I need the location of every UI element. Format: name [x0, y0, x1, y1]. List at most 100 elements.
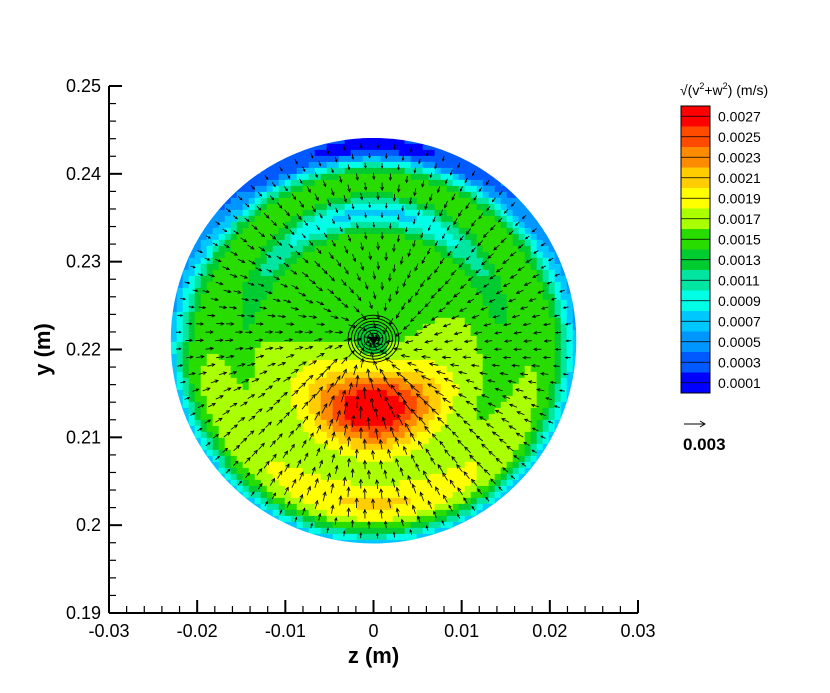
- contour-cell: [362, 275, 370, 283]
- contour-cell: [386, 371, 394, 379]
- velocity-vector: [235, 330, 244, 334]
- velocity-vector: [532, 347, 542, 352]
- x-axis-title: z (m): [348, 643, 399, 668]
- contour-cell: [338, 209, 346, 217]
- contour-cell: [308, 533, 316, 541]
- contour-cell: [458, 203, 466, 211]
- velocity-vector: [507, 379, 516, 384]
- velocity-vector: [441, 355, 451, 360]
- contour-cell: [242, 227, 250, 235]
- contour-cell: [176, 329, 184, 337]
- contour-cell: [200, 251, 208, 259]
- velocity-vector: [208, 274, 216, 278]
- contour-cell: [188, 389, 196, 397]
- contour-cell: [410, 407, 418, 415]
- x-tick-label: 0.03: [620, 621, 655, 641]
- contour-cell: [320, 419, 328, 427]
- contour-cell: [308, 245, 316, 253]
- contour-cell: [464, 281, 472, 289]
- contour-cell: [536, 425, 544, 433]
- contour-cell: [326, 275, 334, 283]
- contour-cell: [410, 539, 418, 544]
- contour-cell: [260, 467, 268, 475]
- velocity-vector: [346, 436, 351, 447]
- contour-cell: [320, 149, 328, 157]
- contour-cell: [242, 467, 250, 475]
- contour-cell: [398, 443, 406, 451]
- contour-cell: [368, 515, 376, 523]
- contour-cell: [458, 503, 466, 511]
- velocity-vector: [226, 208, 232, 213]
- velocity-vector: [284, 209, 290, 217]
- contour-cell: [506, 329, 514, 337]
- contour-cell: [566, 311, 574, 319]
- contour-cell: [272, 161, 280, 169]
- contour-cell: [212, 203, 220, 211]
- contour-cell: [284, 209, 292, 217]
- contour-cell: [392, 185, 400, 193]
- velocity-vector: [444, 278, 451, 285]
- contour-cell: [254, 407, 262, 415]
- contour-cell: [416, 269, 424, 277]
- contour-cell: [242, 425, 250, 433]
- contour-cell: [536, 281, 544, 289]
- contour-cell: [410, 335, 418, 343]
- contour-cell: [236, 275, 244, 283]
- velocity-vector: [494, 387, 503, 392]
- contour-cell: [488, 263, 496, 271]
- contour-cell: [308, 449, 316, 457]
- contour-cell: [548, 269, 556, 277]
- legend-label: 0.0015: [718, 231, 761, 247]
- contour-cell: [320, 467, 328, 475]
- contour-cell: [512, 311, 520, 319]
- contour-cell: [554, 275, 562, 283]
- velocity-vector: [442, 494, 448, 503]
- contour-cell: [338, 383, 346, 391]
- contour-cell: [464, 359, 472, 367]
- contour-cell: [176, 365, 184, 373]
- contour-cell: [428, 365, 436, 373]
- contour-cell: [452, 461, 460, 469]
- velocity-vector: [540, 242, 546, 247]
- contour-cell: [458, 335, 466, 343]
- contour-cell: [512, 209, 520, 217]
- contour-cell: [272, 515, 280, 523]
- contour-cell: [434, 389, 442, 397]
- contour-cell: [440, 527, 448, 535]
- velocity-vector: [175, 330, 182, 334]
- contour-cell: [416, 173, 424, 181]
- contour-cell: [404, 401, 412, 409]
- contour-cell: [542, 347, 550, 355]
- contour-cell: [176, 395, 184, 403]
- contour-cell: [260, 335, 268, 343]
- contour-cell: [464, 341, 472, 349]
- contour-cell: [200, 359, 208, 367]
- contour-cell: [440, 497, 448, 505]
- velocity-vector: [465, 255, 471, 261]
- contour-cell: [452, 203, 460, 211]
- contour-cell: [182, 269, 190, 277]
- contour-cell: [230, 395, 238, 403]
- velocity-vector: [352, 254, 356, 263]
- velocity-vector: [291, 389, 299, 397]
- contour-cell: [434, 341, 442, 349]
- contour-cell: [200, 347, 208, 355]
- contour-cell: [188, 377, 196, 385]
- contour-cell: [350, 437, 358, 445]
- velocity-vector: [356, 273, 361, 282]
- contour-cell: [440, 473, 448, 481]
- contour-cell: [182, 383, 190, 391]
- contour-cell: [452, 347, 460, 355]
- velocity-vector: [498, 438, 507, 444]
- contour-cell: [518, 245, 526, 253]
- contour-cell: [554, 377, 562, 385]
- velocity-vector: [449, 169, 453, 176]
- contour-cell: [470, 449, 478, 457]
- contour-cell: [332, 167, 340, 175]
- contour-cell: [218, 233, 226, 241]
- contour-cell: [296, 173, 304, 181]
- velocity-vector: [410, 385, 420, 393]
- y-tick-label: 0.25: [66, 76, 101, 96]
- contour-cell: [422, 479, 430, 487]
- contour-cell: [434, 203, 442, 211]
